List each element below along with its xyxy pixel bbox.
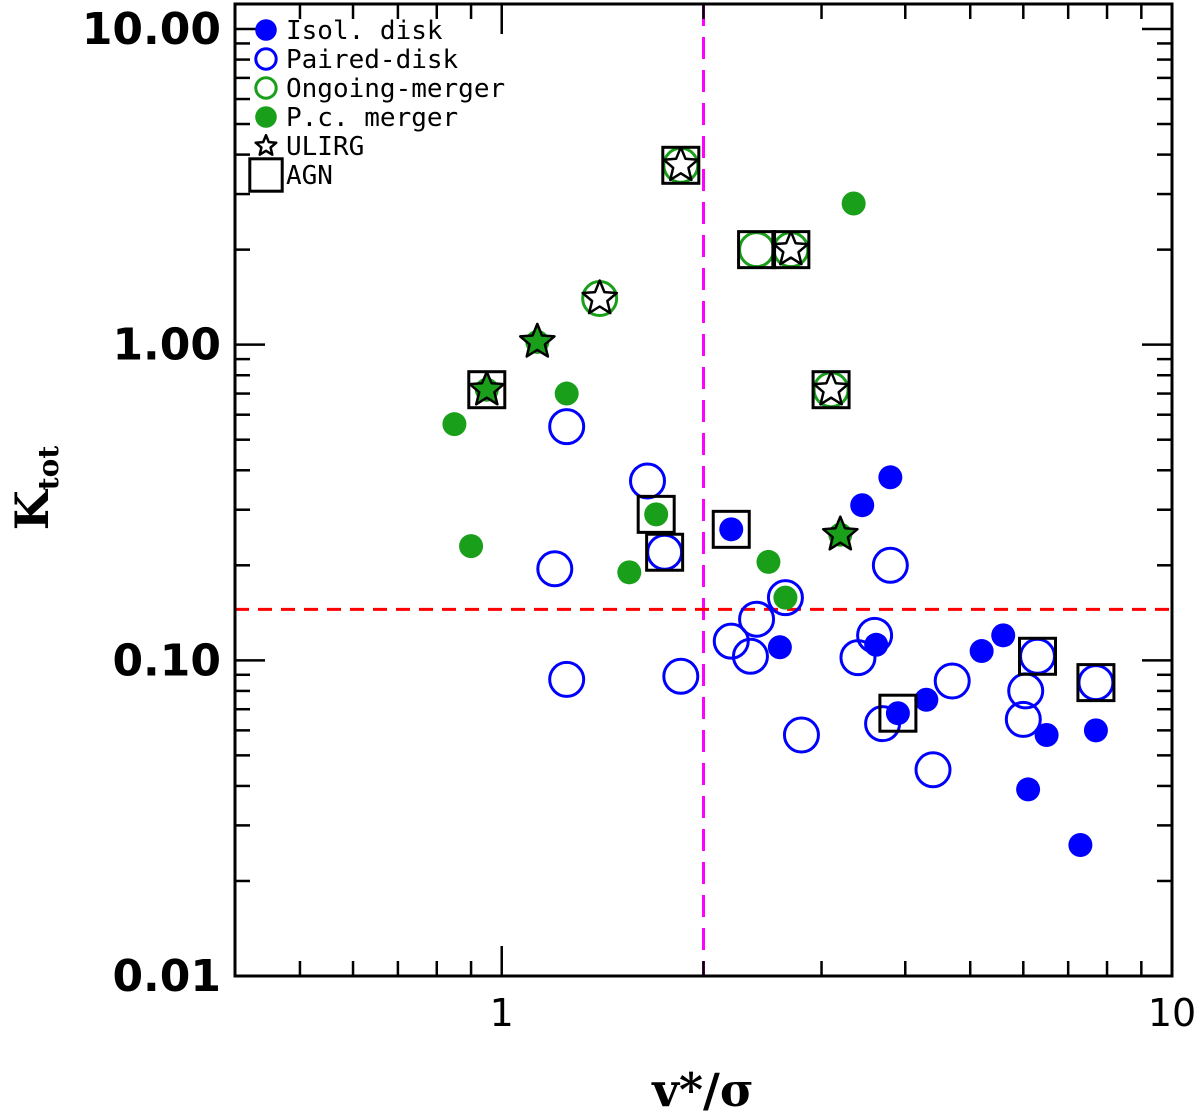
x-axis-title: v*/σ (651, 1063, 754, 1117)
isol-disk-point-6 (914, 687, 939, 712)
paired-disk-point-16 (933, 662, 971, 700)
paired-disk-point-9 (766, 579, 804, 617)
p-c-merger-point-7 (756, 549, 781, 574)
isol-disk-point-10 (1034, 723, 1059, 748)
series-paired-disk (536, 408, 1115, 789)
ulirg-point-5 (812, 370, 850, 406)
ulirg-point-6 (821, 515, 859, 551)
isol-disk-point-3 (878, 465, 903, 490)
x-tick-label-0: 1 (490, 991, 514, 1035)
ulirg-point-4 (772, 230, 810, 266)
isol-disk-point-0 (719, 517, 744, 542)
p-c-merger-point-10 (841, 191, 866, 216)
p-c-merger-point-8 (773, 585, 798, 610)
y-axis-title: Ktot (5, 446, 65, 531)
agn-point-6 (771, 230, 811, 270)
paired-disk-point-4 (646, 533, 684, 571)
y-tick-label-3: 10.00 (82, 4, 221, 55)
paired-disk-point-14 (871, 546, 909, 584)
x-axis-title-text: v*/σ (651, 1063, 754, 1117)
isol-disk-point-1 (767, 635, 792, 660)
series-agn (467, 145, 1116, 733)
ulirg-point-3 (662, 146, 700, 182)
series-ongoing-merger (581, 146, 850, 409)
paired-disk-point-1 (536, 550, 574, 588)
agn-point-0 (467, 370, 507, 410)
legend-marker-paired-disk (254, 47, 278, 71)
paired-disk-point-0 (548, 408, 586, 446)
agn-point-10 (1076, 663, 1116, 703)
agn-point-7 (811, 370, 851, 410)
isol-disk-point-9 (1016, 777, 1041, 802)
ulirg-point-2 (581, 279, 619, 315)
legend-label-ulirg: ULIRG (286, 132, 364, 162)
paired-disk-point-7 (731, 637, 769, 675)
isol-disk-point-5 (885, 701, 910, 726)
p-c-merger-point-0 (442, 412, 467, 437)
paired-disk-point-12 (856, 616, 894, 654)
agn-point-2 (636, 494, 676, 534)
legend-label-paired-disk: Paired-disk (286, 45, 459, 75)
axis-ticks (233, 4, 1174, 978)
y-tick-labels: 0.01 0.10 1.00 10.00 (82, 4, 221, 1002)
paired-disk-point-11 (839, 639, 877, 677)
series-isol-disk (719, 465, 1108, 858)
paired-disk-point-15 (914, 751, 952, 789)
ongoing-merger-point-2 (738, 231, 776, 269)
agn-point-8 (878, 693, 918, 733)
axes: 0.01 0.10 1.00 10.00 1 10 v*/σ Ktot (5, 2, 1197, 1117)
isol-disk-point-12 (1068, 833, 1093, 858)
legend-marker-ongoing-merger (254, 76, 278, 100)
legend-marker-p-c-merger (255, 106, 277, 128)
ulirg-point-1 (518, 322, 556, 358)
agn-point-4 (711, 509, 751, 549)
p-c-merger-point-1 (459, 534, 484, 559)
ulirg-point-0 (468, 370, 506, 406)
legend-label-isol-disk: Isol. disk (286, 16, 443, 46)
legend-label-ongoing-merger: Ongoing-merger (286, 74, 505, 104)
paired-disk-point-19 (1019, 637, 1057, 675)
x-tick-label-1: 10 (1148, 991, 1196, 1035)
paired-disk-point-5 (662, 657, 700, 695)
agn-point-1 (661, 145, 701, 185)
p-c-merger-point-5 (617, 560, 642, 585)
p-c-merger-point-4 (554, 381, 579, 406)
legend-label-p-c-merger: P.c. merger (286, 103, 458, 133)
legend-marker-ulirg (254, 133, 278, 156)
isol-disk-point-8 (991, 623, 1016, 648)
x-tick-labels: 1 10 (490, 991, 1197, 1035)
isol-disk-point-11 (1083, 718, 1108, 743)
legend-marker-agn (248, 157, 284, 193)
reference-lines (235, 4, 1172, 976)
paired-disk-point-20 (1077, 664, 1115, 702)
paired-disk-point-6 (712, 622, 750, 660)
legend-marker-isol-disk (255, 19, 277, 41)
isol-disk-point-7 (969, 639, 994, 664)
legend-label-agn: AGN (286, 161, 333, 191)
paired-disk-point-3 (629, 462, 667, 500)
paired-disk-point-17 (1004, 700, 1042, 738)
paired-disk-point-10 (782, 716, 820, 754)
paired-disk-point-2 (548, 660, 586, 698)
agn-point-9 (1018, 636, 1058, 676)
isol-disk-point-2 (850, 493, 875, 518)
agn-point-3 (645, 532, 685, 572)
agn-point-5 (737, 230, 777, 270)
paired-disk-point-13 (864, 705, 902, 743)
data-points (442, 145, 1116, 858)
y-axis-title-subscript: tot (32, 446, 65, 491)
paired-disk-point-8 (738, 600, 776, 638)
series-ulirg (468, 146, 859, 551)
y-axis-title-main: K (5, 488, 59, 530)
y-tick-label-0: 0.01 (112, 951, 221, 1002)
legend: Isol. diskPaired-diskOngoing-mergerP.c. … (248, 16, 505, 193)
y-tick-label-1: 0.10 (112, 635, 221, 686)
y-tick-label-2: 1.00 (112, 320, 221, 371)
p-c-merger-point-6 (644, 502, 669, 527)
